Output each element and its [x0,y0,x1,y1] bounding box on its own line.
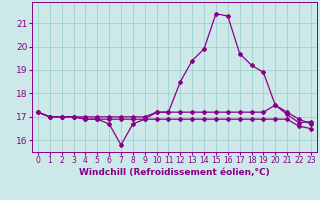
X-axis label: Windchill (Refroidissement éolien,°C): Windchill (Refroidissement éolien,°C) [79,168,270,177]
